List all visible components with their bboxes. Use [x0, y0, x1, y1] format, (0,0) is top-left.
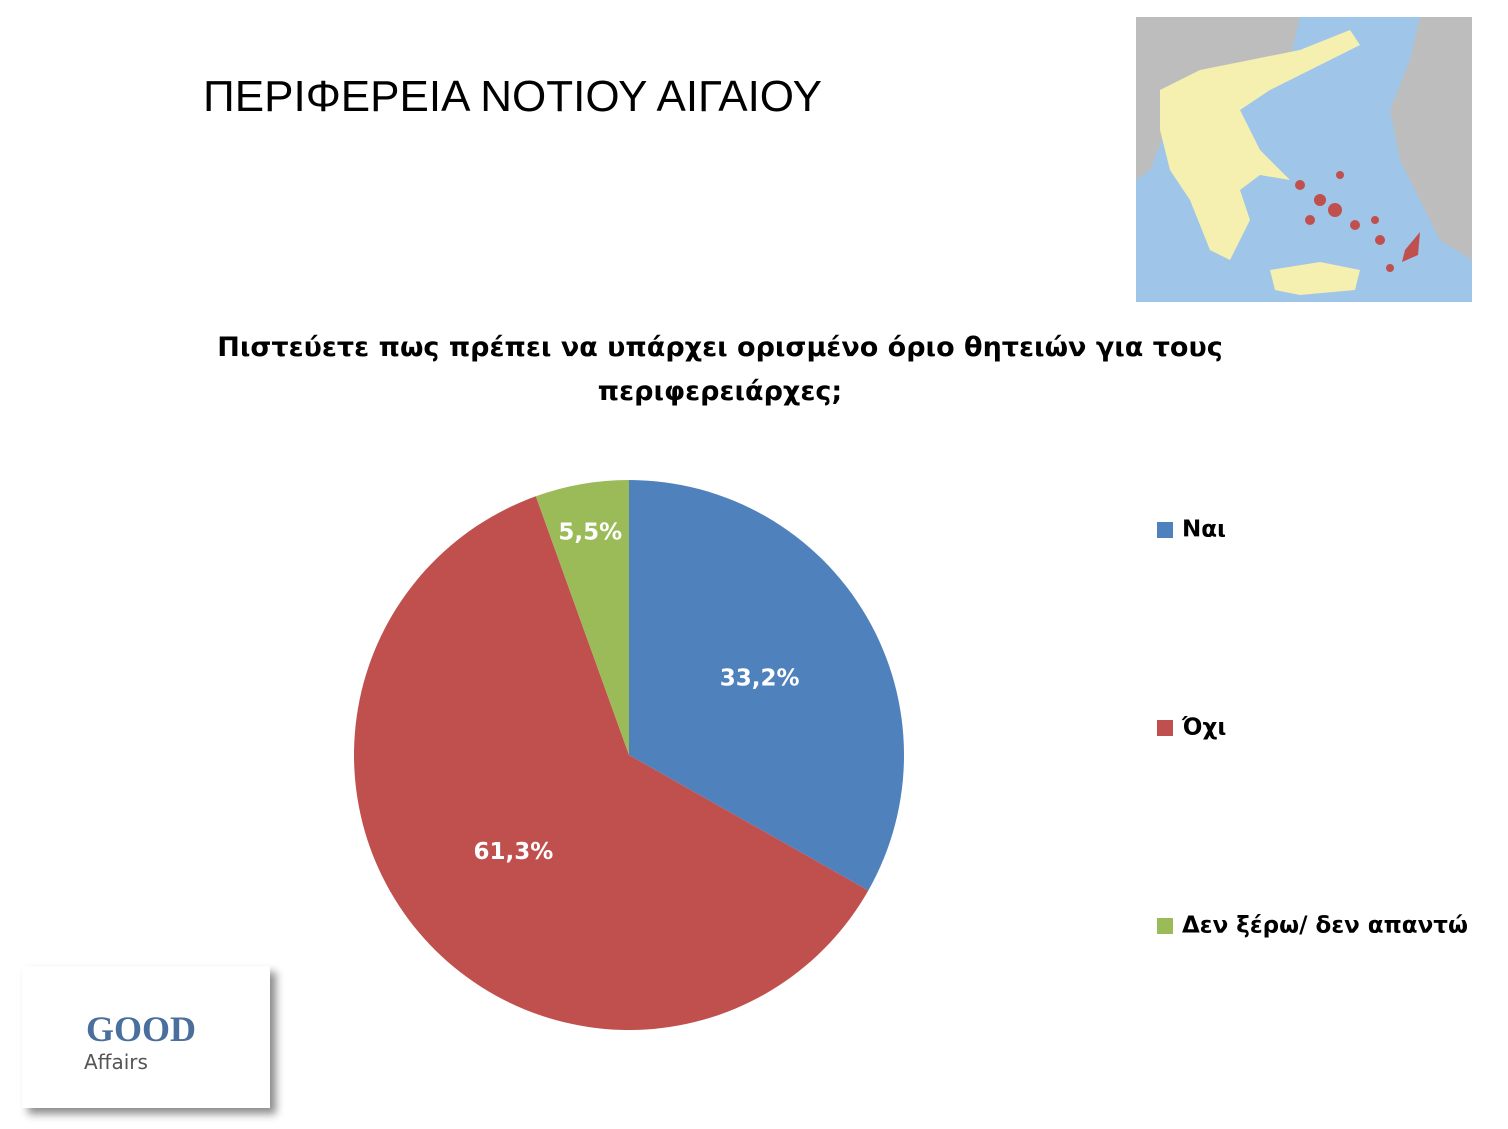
- legend-swatch: [1157, 918, 1173, 934]
- pie-slice: [629, 480, 904, 891]
- logo-text: Affairs: [84, 1050, 148, 1074]
- data-label: 5,5%: [558, 519, 622, 545]
- pie-slice: [354, 496, 869, 1030]
- data-label: 33,2%: [720, 665, 800, 691]
- slide-title: ΠΕΡΙΦΕΡΕΙΑ ΝΟΤΙΟΥ ΑΙΓΑΙΟΥ: [203, 72, 822, 121]
- legend-label: Όχι: [1181, 715, 1226, 741]
- chart-title: Πιστεύετε πως πρέπει να υπάρχει ορισμένο…: [217, 332, 1223, 407]
- logo: GOOD Affairs: [22, 966, 270, 1108]
- legend-label: Ναι: [1182, 517, 1226, 543]
- legend-swatch: [1157, 720, 1173, 736]
- legend-label: Δεν ξέρω/ δεν απαντώ: [1182, 913, 1468, 939]
- map: [1136, 17, 1472, 302]
- pie-slice: [535, 480, 629, 755]
- logo-text: GOOD: [86, 1009, 197, 1049]
- data-label: 61,3%: [473, 839, 553, 865]
- legend-swatch: [1157, 522, 1173, 538]
